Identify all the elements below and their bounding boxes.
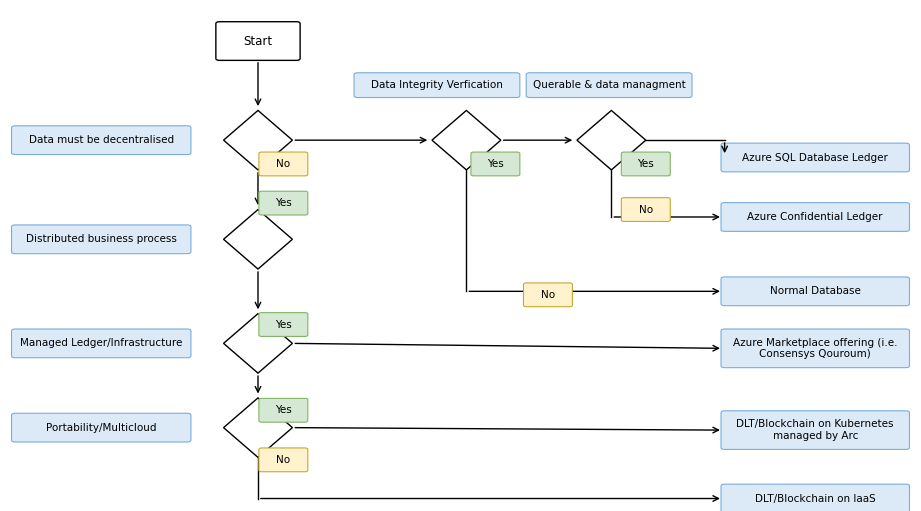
FancyBboxPatch shape (259, 313, 308, 336)
FancyBboxPatch shape (216, 21, 300, 60)
Polygon shape (224, 314, 293, 373)
Text: Azure Confidential Ledger: Azure Confidential Ledger (748, 212, 883, 222)
FancyBboxPatch shape (259, 448, 308, 472)
FancyBboxPatch shape (721, 329, 909, 367)
Text: No: No (639, 204, 653, 215)
Polygon shape (224, 398, 293, 457)
FancyBboxPatch shape (471, 152, 519, 176)
Text: Yes: Yes (637, 159, 654, 169)
FancyBboxPatch shape (259, 152, 308, 176)
Text: Start: Start (243, 35, 273, 48)
FancyBboxPatch shape (721, 484, 909, 511)
FancyBboxPatch shape (622, 152, 670, 176)
Text: DLT/Blockchain on Kubernetes
managed by Arc: DLT/Blockchain on Kubernetes managed by … (737, 420, 894, 441)
Text: Yes: Yes (487, 159, 504, 169)
Text: Yes: Yes (275, 319, 292, 330)
Text: Managed Ledger/Infrastructure: Managed Ledger/Infrastructure (20, 338, 182, 349)
FancyBboxPatch shape (259, 191, 308, 215)
FancyBboxPatch shape (12, 225, 191, 253)
Polygon shape (224, 110, 293, 170)
Text: No: No (276, 455, 290, 465)
Text: Yes: Yes (275, 405, 292, 415)
Text: Azure Marketplace offering (i.e.
Consensys Qouroum): Azure Marketplace offering (i.e. Consens… (733, 338, 897, 359)
FancyBboxPatch shape (259, 399, 308, 422)
Text: Normal Database: Normal Database (770, 286, 861, 296)
Text: Data Integrity Verfication: Data Integrity Verfication (371, 80, 503, 90)
FancyBboxPatch shape (622, 198, 670, 221)
FancyBboxPatch shape (12, 126, 191, 154)
FancyBboxPatch shape (12, 413, 191, 442)
FancyBboxPatch shape (12, 329, 191, 358)
FancyBboxPatch shape (721, 411, 909, 450)
Text: Portability/Multicloud: Portability/Multicloud (46, 423, 157, 433)
Text: No: No (541, 290, 555, 300)
Text: No: No (276, 159, 290, 169)
Text: Distributed business process: Distributed business process (26, 234, 177, 244)
Polygon shape (224, 210, 293, 269)
FancyBboxPatch shape (721, 143, 909, 172)
Polygon shape (432, 110, 501, 170)
FancyBboxPatch shape (526, 73, 692, 98)
Text: Yes: Yes (275, 198, 292, 208)
FancyBboxPatch shape (523, 283, 573, 307)
Text: Querable & data managment: Querable & data managment (532, 80, 685, 90)
Text: DLT/Blockchain on IaaS: DLT/Blockchain on IaaS (755, 494, 876, 503)
Text: Azure SQL Database Ledger: Azure SQL Database Ledger (742, 152, 888, 162)
FancyBboxPatch shape (721, 203, 909, 231)
Polygon shape (577, 110, 646, 170)
FancyBboxPatch shape (721, 277, 909, 306)
Text: Data must be decentralised: Data must be decentralised (29, 135, 174, 145)
FancyBboxPatch shape (354, 73, 519, 98)
